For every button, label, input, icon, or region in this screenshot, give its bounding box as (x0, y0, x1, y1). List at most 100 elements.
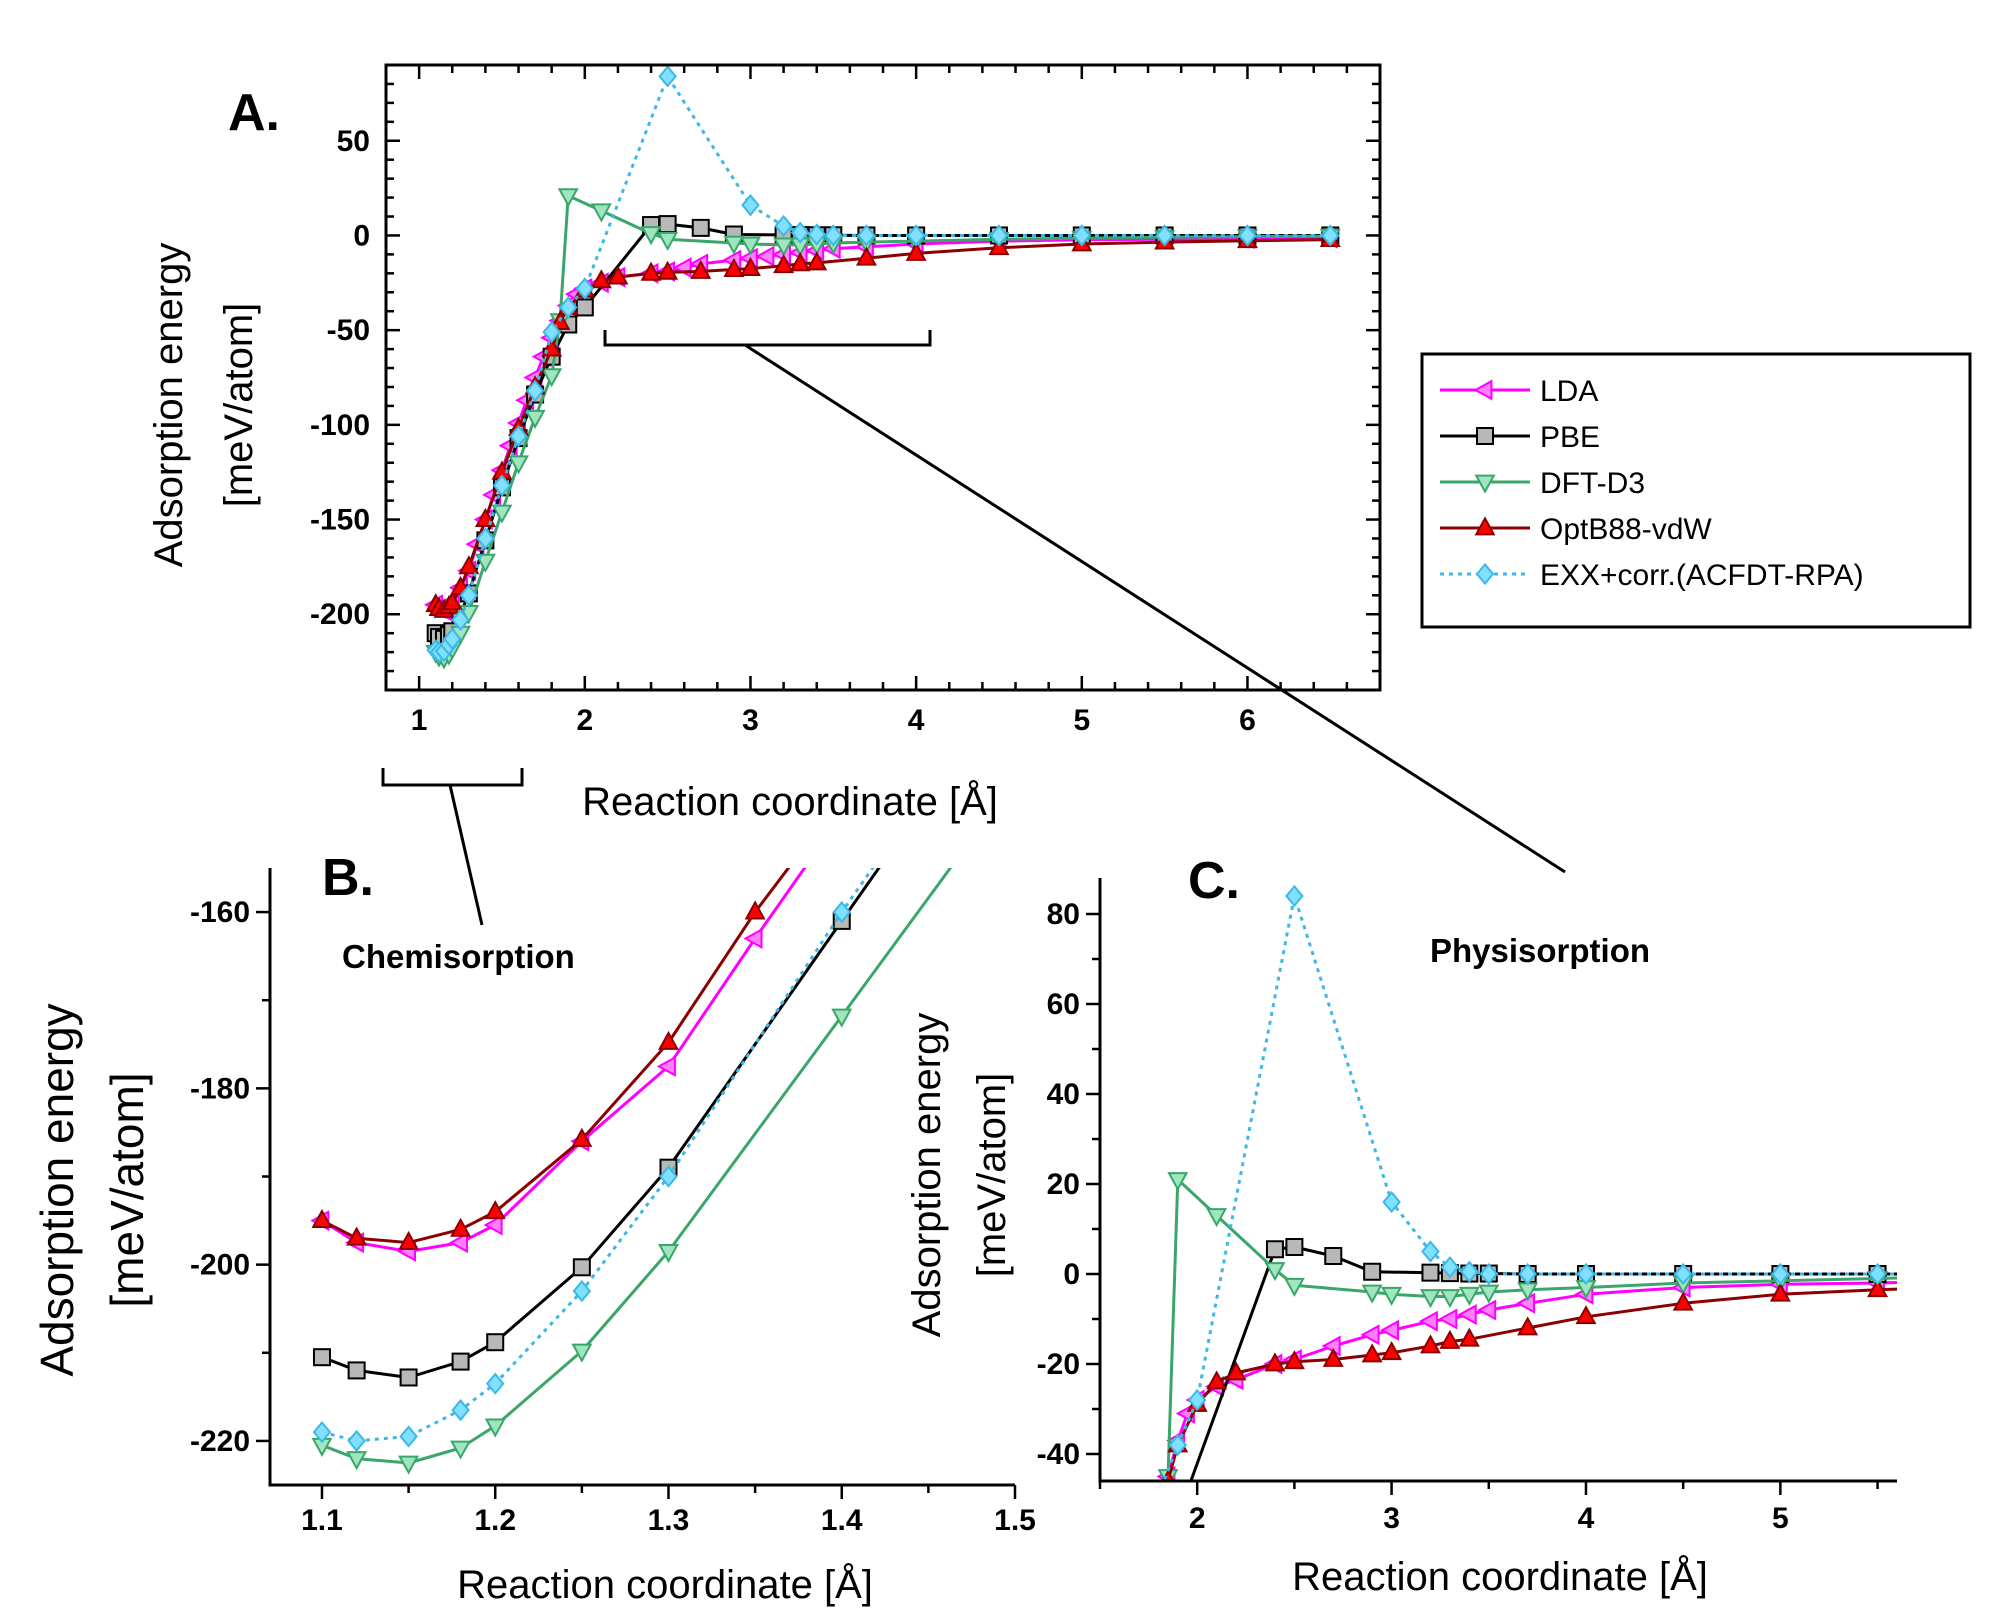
panel-c-point-dft-d3 (1283, 1277, 1305, 1297)
panel-c-series (1141, 884, 1924, 1552)
panel-c-point-exx-corr-acfdt-rpa (1908, 1264, 1924, 1283)
panel-a-point-optb88-vdw (855, 246, 877, 266)
panel-c-point-exx-corr-acfdt-rpa (1141, 1512, 1157, 1531)
panel-a-point-exx-corr-acfdt-rpa (509, 425, 528, 448)
panel-a-xlabel: Reaction coordinate [Å] (582, 779, 998, 824)
panel-c-point-exx-corr-acfdt-rpa (1518, 1262, 1537, 1286)
panel-b-ytick-label: -220 (190, 1425, 250, 1458)
panel-a-point-exx-corr-acfdt-rpa (542, 320, 561, 344)
panel-c-xlabel: Reaction coordinate [Å] (1292, 1554, 1708, 1599)
panel-a-xtick-label: 2 (576, 704, 593, 737)
legend-item-optb88-vdw: OptB88-vdW (1440, 513, 1712, 546)
panel-c-point-dft-d3 (1361, 1284, 1383, 1304)
panel-c-point-lda (1360, 1324, 1380, 1346)
panel-b-point-exx-corr-acfdt-rpa (832, 900, 852, 924)
panel-b-point-exx-corr-acfdt-rpa (659, 1165, 678, 1188)
panel-a-point-exx-corr-acfdt-rpa (476, 527, 495, 550)
panel-a-point-exx-corr-acfdt-rpa (774, 214, 793, 238)
panel-a-point-optb88-vdw (458, 555, 480, 575)
legend-label-dft-d3: DFT-D3 (1540, 467, 1645, 500)
panel-c-point-optb88-vdw (1867, 1278, 1889, 1298)
panel-a-point-dft-d3 (491, 504, 513, 524)
panel-a-point-exx-corr-acfdt-rpa (741, 193, 760, 217)
panel-a-point-pbe (658, 215, 677, 234)
panel-b-point-optb88-vdw (311, 1208, 333, 1228)
panel-b-point-pbe (486, 1333, 505, 1352)
panel-b-line-pbe (321, 868, 881, 1379)
panel-b-point-pbe (399, 1368, 418, 1387)
panel-b-point-lda (743, 928, 763, 950)
panel-b-line-exx-corr-acfdt-rpa (321, 868, 875, 1443)
panel-c-point-dft-d3 (1419, 1289, 1441, 1309)
panel-b-point-optb88-vdw (484, 1200, 506, 1220)
panel-c-point-dft-d3 (1206, 1208, 1228, 1228)
panel-c-point-optb88-vdw (1206, 1370, 1228, 1390)
panel-c-point-lda (1149, 1490, 1165, 1508)
panel-b: 1.1 1.2 1.3 1.4 1.5 -220 -200 -180 -160 B. Chemi… (31, 849, 1036, 1607)
panel-a-ylabel-2: [meV/atom] (217, 303, 261, 508)
panel-a-point-exx-corr-acfdt-rpa (442, 627, 462, 651)
panel-c-point-pbe (1160, 1536, 1176, 1552)
panel-a-ytick-label: -100 (310, 409, 370, 442)
panel-b-xtick-label: 1.4 (821, 1504, 863, 1537)
panel-c-point-exx-corr-acfdt-rpa (1440, 1256, 1460, 1279)
panel-a-point-lda (672, 257, 692, 279)
panel-a-ytick-label: 0 (353, 219, 370, 252)
panel-c-point-lda (1379, 1319, 1399, 1341)
legend-marker-lda (1473, 379, 1493, 401)
panel-c-point-exx-corr-acfdt-rpa (1576, 1262, 1596, 1286)
panel-a-xtick-label: 6 (1239, 704, 1256, 737)
panel-b-line-optb88-vdw (321, 868, 791, 1245)
panel-a-label: A. (228, 84, 280, 142)
legend-label-lda: LDA (1540, 375, 1598, 408)
panel-a-point-exx-corr-acfdt-rpa (1155, 224, 1174, 247)
legend-marker-dft-d3 (1474, 474, 1496, 494)
legend-marker-pbe (1476, 427, 1494, 445)
legend-label-optb88-vdw: OptB88-vdW (1540, 513, 1712, 546)
legend-item-dft-d3: DFT-D3 (1440, 467, 1645, 500)
panel-b-point-optb88-vdw (450, 1217, 472, 1237)
panel-c-ytick-label: 60 (1047, 988, 1080, 1021)
panel-c-point-optb88-vdw (1458, 1327, 1480, 1347)
panel-b-ytick-label: -180 (190, 1072, 250, 1105)
panel-c-xtick-label: 2 (1189, 1502, 1206, 1535)
panel-b-point-lda (483, 1214, 503, 1236)
panel-c-point-lda (1438, 1308, 1458, 1330)
panel-a-point-dft-d3 (557, 188, 579, 208)
panel-c-ytick-label: 0 (1063, 1258, 1080, 1291)
panel-a-xtick-label: 3 (742, 704, 759, 737)
panel-c-point-exx-corr-acfdt-rpa (1868, 1262, 1887, 1286)
panel-b-point-dft-d3 (398, 1455, 420, 1475)
legend-item-lda: LDA (1440, 375, 1598, 408)
panel-b-ytick-label: -200 (190, 1249, 250, 1282)
panel-c-point-optb88-vdw (1283, 1350, 1305, 1370)
panel-a-point-optb88-vdw (607, 265, 629, 285)
panel-b-point-optb88-vdw (744, 900, 766, 920)
panel-c-point-pbe (1324, 1247, 1343, 1265)
panel-a-point-optb88-vdw (723, 257, 745, 277)
panel-c-point-exx-corr-acfdt-rpa (1771, 1262, 1790, 1286)
panel-a-point-exx-corr-acfdt-rpa (790, 221, 810, 244)
panel-a-point-dft-d3 (508, 455, 530, 475)
panel-b-xtick-label: 1.2 (474, 1504, 516, 1537)
legend-item-exx-corr-acfdt-rpa: EXX+corr.(ACFDT-RPA) (1440, 559, 1864, 592)
panel-a-point-optb88-vdw (441, 591, 463, 611)
chemisorption-bracket (381, 768, 524, 787)
panel-c-point-optb88-vdw (1419, 1334, 1441, 1354)
legend-label-exx-corr-acfdt-rpa: EXX+corr.(ACFDT-RPA) (1540, 559, 1864, 592)
panel-a-line-dft-d3 (434, 194, 1331, 660)
panel-c-point-exx-corr-acfdt-rpa (1421, 1240, 1440, 1263)
panel-a-point-exx-corr-acfdt-rpa (807, 223, 827, 246)
legend-frame (1420, 352, 1972, 629)
panel-b-point-dft-d3 (571, 1343, 593, 1363)
panel-c-point-lda (1907, 1273, 1923, 1291)
panel-b-point-pbe (347, 1361, 366, 1380)
panel-a-ytick-label: -150 (310, 504, 370, 537)
panel-c-point-lda (1321, 1335, 1341, 1357)
panel-a-point-dft-d3 (541, 368, 563, 388)
panel-a-point-dft-d3 (723, 235, 745, 255)
panel-b-point-dft-d3 (484, 1418, 506, 1438)
panel-a-xtick-label: 5 (1073, 704, 1090, 737)
legend-marker-exx-corr-acfdt-rpa (1475, 562, 1495, 586)
panel-c-line-exx-corr-acfdt-rpa (1162, 894, 1897, 1481)
